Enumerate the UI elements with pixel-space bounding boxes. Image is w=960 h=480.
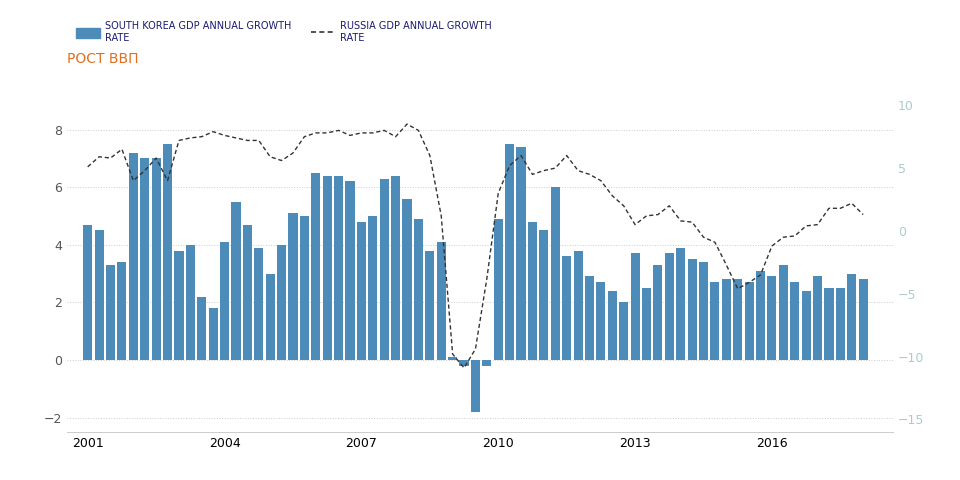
- Bar: [460, 360, 468, 366]
- Bar: [117, 262, 127, 360]
- Bar: [493, 219, 503, 360]
- Bar: [84, 225, 92, 360]
- Bar: [790, 282, 800, 360]
- Bar: [619, 302, 628, 360]
- Bar: [505, 144, 515, 360]
- Bar: [231, 202, 241, 360]
- Bar: [779, 265, 788, 360]
- Bar: [425, 251, 434, 360]
- Bar: [379, 179, 389, 360]
- Bar: [642, 288, 651, 360]
- Bar: [391, 176, 400, 360]
- Bar: [448, 357, 457, 360]
- Bar: [528, 222, 537, 360]
- Bar: [414, 219, 423, 360]
- Bar: [437, 242, 445, 360]
- Bar: [106, 265, 115, 360]
- Bar: [551, 187, 560, 360]
- Bar: [756, 271, 765, 360]
- Bar: [243, 225, 252, 360]
- Bar: [722, 279, 731, 360]
- Bar: [334, 176, 343, 360]
- Bar: [596, 282, 606, 360]
- Bar: [608, 291, 617, 360]
- Bar: [516, 147, 526, 360]
- Bar: [825, 288, 833, 360]
- Bar: [631, 253, 639, 360]
- Bar: [858, 279, 868, 360]
- Bar: [813, 276, 822, 360]
- Bar: [220, 242, 229, 360]
- Bar: [687, 259, 697, 360]
- Bar: [676, 248, 685, 360]
- Bar: [163, 144, 172, 360]
- Bar: [563, 256, 571, 360]
- Bar: [733, 279, 742, 360]
- Bar: [767, 276, 777, 360]
- Bar: [186, 245, 195, 360]
- Bar: [847, 274, 856, 360]
- Bar: [357, 222, 366, 360]
- Bar: [175, 251, 183, 360]
- Bar: [277, 245, 286, 360]
- Bar: [745, 282, 754, 360]
- Bar: [664, 253, 674, 360]
- Bar: [699, 262, 708, 360]
- Bar: [140, 158, 150, 360]
- Text: РОСТ ВВП: РОСТ ВВП: [67, 52, 138, 66]
- Bar: [654, 265, 662, 360]
- Bar: [254, 248, 263, 360]
- Bar: [152, 158, 160, 360]
- Bar: [369, 216, 377, 360]
- Bar: [802, 291, 810, 360]
- Bar: [482, 360, 492, 366]
- Bar: [585, 276, 594, 360]
- Bar: [208, 308, 218, 360]
- Bar: [470, 360, 480, 412]
- Bar: [129, 153, 138, 360]
- Bar: [266, 274, 275, 360]
- Bar: [311, 173, 321, 360]
- Bar: [197, 297, 206, 360]
- Bar: [346, 181, 354, 360]
- Bar: [573, 251, 583, 360]
- Bar: [540, 230, 548, 360]
- Bar: [710, 282, 719, 360]
- Bar: [95, 230, 104, 360]
- Legend: SOUTH KOREA GDP ANNUAL GROWTH
RATE, RUSSIA GDP ANNUAL GROWTH
RATE: SOUTH KOREA GDP ANNUAL GROWTH RATE, RUSS…: [72, 18, 495, 47]
- Bar: [836, 288, 845, 360]
- Bar: [402, 199, 412, 360]
- Bar: [300, 216, 309, 360]
- Bar: [288, 213, 298, 360]
- Bar: [323, 176, 332, 360]
